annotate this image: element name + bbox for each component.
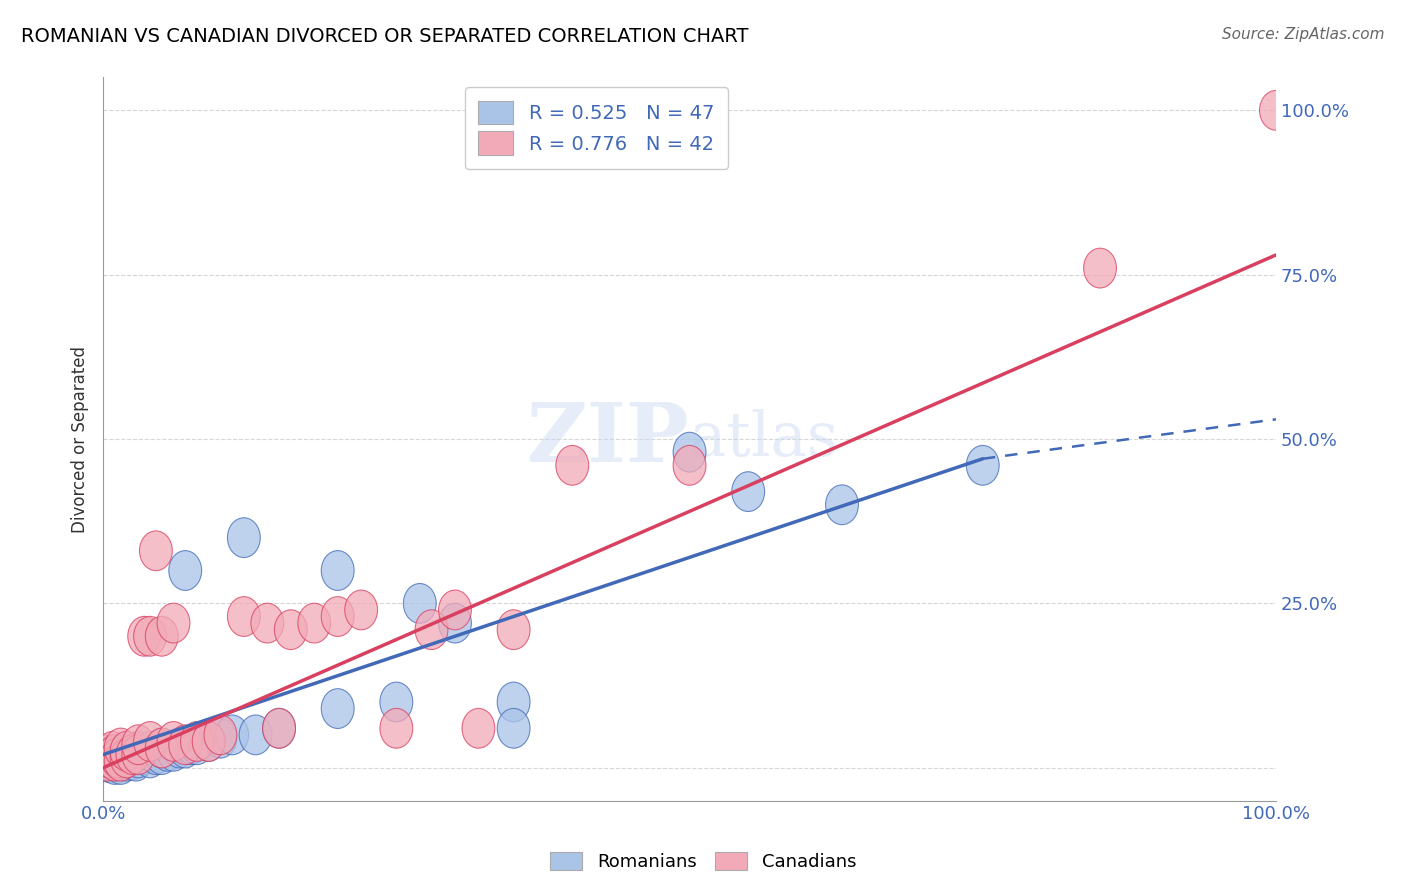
Ellipse shape [239,715,271,755]
Ellipse shape [263,708,295,748]
Ellipse shape [145,728,179,768]
Ellipse shape [128,616,160,657]
Text: Source: ZipAtlas.com: Source: ZipAtlas.com [1222,27,1385,42]
Ellipse shape [152,731,184,772]
Ellipse shape [110,731,143,772]
Ellipse shape [498,610,530,649]
Ellipse shape [122,738,155,778]
Ellipse shape [96,731,129,772]
Ellipse shape [157,603,190,643]
Ellipse shape [344,591,378,630]
Ellipse shape [139,531,173,571]
Ellipse shape [174,725,208,764]
Ellipse shape [134,722,166,762]
Ellipse shape [404,583,436,624]
Ellipse shape [98,736,131,776]
Ellipse shape [104,745,138,784]
Ellipse shape [112,738,145,778]
Ellipse shape [98,741,131,781]
Ellipse shape [204,715,236,755]
Ellipse shape [322,550,354,591]
Ellipse shape [228,597,260,636]
Ellipse shape [101,741,134,781]
Ellipse shape [439,591,471,630]
Ellipse shape [322,689,354,729]
Ellipse shape [193,722,225,762]
Ellipse shape [128,735,160,774]
Ellipse shape [169,728,201,768]
Ellipse shape [228,517,260,558]
Ellipse shape [101,738,134,778]
Ellipse shape [117,740,149,780]
Ellipse shape [731,472,765,511]
Ellipse shape [439,603,471,643]
Ellipse shape [104,728,138,768]
Ellipse shape [274,610,307,649]
Ellipse shape [96,740,129,780]
Ellipse shape [204,718,236,758]
Ellipse shape [104,735,138,774]
Ellipse shape [966,445,1000,485]
Ellipse shape [122,725,155,764]
Ellipse shape [139,735,173,774]
Ellipse shape [98,745,131,784]
Ellipse shape [215,715,249,755]
Ellipse shape [673,433,706,472]
Text: ROMANIAN VS CANADIAN DIVORCED OR SEPARATED CORRELATION CHART: ROMANIAN VS CANADIAN DIVORCED OR SEPARAT… [21,27,748,45]
Ellipse shape [117,735,149,774]
Ellipse shape [380,708,413,748]
Ellipse shape [193,722,225,762]
Ellipse shape [180,725,214,764]
Ellipse shape [90,741,124,781]
Ellipse shape [108,738,141,778]
Ellipse shape [463,708,495,748]
Ellipse shape [120,741,152,781]
Ellipse shape [415,610,449,649]
Ellipse shape [122,735,155,774]
Ellipse shape [1084,248,1116,288]
Text: atlas: atlas [689,409,838,469]
Ellipse shape [250,603,284,643]
Ellipse shape [380,682,413,722]
Ellipse shape [498,682,530,722]
Ellipse shape [110,741,143,781]
Ellipse shape [110,738,143,778]
Ellipse shape [498,708,530,748]
Y-axis label: Divorced or Separated: Divorced or Separated [72,345,89,533]
Ellipse shape [673,445,706,485]
Ellipse shape [134,738,166,778]
Ellipse shape [145,728,179,768]
Legend: Romanians, Canadians: Romanians, Canadians [543,845,863,879]
Ellipse shape [87,738,120,778]
Ellipse shape [555,445,589,485]
Ellipse shape [263,708,295,748]
Ellipse shape [157,722,190,762]
Ellipse shape [122,731,155,772]
Ellipse shape [104,741,138,781]
Ellipse shape [180,722,214,762]
Ellipse shape [87,735,120,774]
Ellipse shape [145,616,179,657]
Ellipse shape [157,731,190,772]
Ellipse shape [110,735,143,774]
Ellipse shape [93,743,125,782]
Ellipse shape [90,741,124,781]
Ellipse shape [98,735,131,774]
Ellipse shape [825,485,859,524]
Ellipse shape [298,603,330,643]
Ellipse shape [134,616,166,657]
Ellipse shape [169,725,201,764]
Ellipse shape [163,728,195,768]
Ellipse shape [1260,90,1292,130]
Ellipse shape [169,550,201,591]
Text: ZIP: ZIP [527,399,689,479]
Legend: R = 0.525   N = 47, R = 0.776   N = 42: R = 0.525 N = 47, R = 0.776 N = 42 [465,87,728,169]
Ellipse shape [145,735,179,774]
Ellipse shape [322,597,354,636]
Ellipse shape [134,731,166,772]
Ellipse shape [93,738,125,778]
